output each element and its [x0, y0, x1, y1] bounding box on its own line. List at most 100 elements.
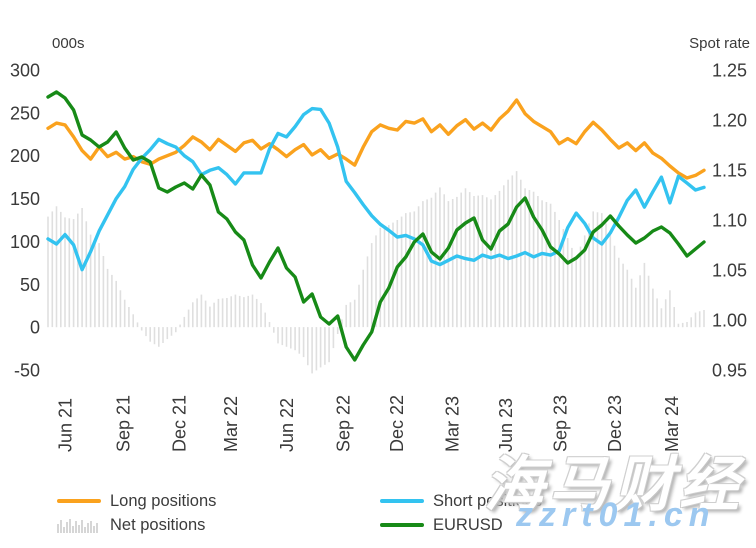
net-bar	[626, 269, 629, 328]
x-axis-tick-label: Dec 22	[387, 395, 407, 452]
short-positions-line-icon	[380, 499, 424, 503]
y-axis-tick-label: 300	[10, 61, 40, 81]
net-bar	[490, 199, 492, 328]
net-bar	[153, 327, 156, 345]
net-bar	[319, 327, 322, 368]
y-axis-tick-label: 50	[20, 275, 40, 295]
legend-item-net-positions: Net positions	[57, 513, 216, 537]
x-axis-tick-label: Sep 23	[551, 395, 571, 452]
net-bar	[532, 191, 535, 328]
eurusd-line-icon	[380, 523, 424, 527]
net-bar	[128, 307, 130, 328]
y-axis-tick-label: 100	[10, 232, 40, 252]
net-bar	[187, 309, 190, 328]
legend-label-net-positions: Net positions	[110, 515, 206, 534]
net-bar	[388, 225, 390, 328]
net-bar	[375, 235, 377, 328]
legend-column-right: Short positions EURUSD	[380, 489, 542, 537]
net-bar	[273, 327, 275, 333]
net-bar	[51, 211, 54, 328]
net-bar	[481, 195, 484, 328]
net-bar	[200, 294, 203, 328]
net-bar	[111, 274, 113, 328]
net-bar	[170, 327, 173, 336]
net-bar	[639, 275, 641, 328]
net-bar	[179, 324, 181, 328]
net-bar	[307, 327, 309, 366]
net-bar	[596, 212, 599, 328]
right-axis-title: Spot rate	[689, 35, 750, 52]
net-bar	[660, 308, 663, 328]
net-bar	[183, 316, 186, 328]
net-bar	[622, 263, 624, 328]
legend: Long positions Net positions Short posit…	[0, 489, 756, 548]
net-bar	[370, 243, 373, 328]
long-positions-line-icon	[57, 499, 101, 503]
x-axis-tick-label: Sep 21	[114, 395, 134, 452]
net-bar	[94, 238, 96, 328]
net-bar	[247, 295, 249, 328]
net-bar	[605, 223, 607, 328]
net-bar	[656, 298, 658, 328]
net-bar	[123, 299, 126, 328]
net-bar	[409, 212, 411, 328]
net-bar	[281, 327, 284, 346]
net-bar	[400, 216, 403, 328]
net-bar	[515, 171, 518, 328]
net-bar	[677, 323, 680, 328]
net-bar	[686, 322, 688, 328]
net-bar	[417, 206, 420, 328]
x-axis-tick-label: Sep 22	[333, 395, 353, 452]
net-bar	[456, 196, 458, 328]
net-bar	[234, 294, 237, 328]
net-bar	[166, 327, 169, 340]
y-axis-tick-label: -50	[14, 361, 40, 381]
net-bar	[528, 190, 531, 328]
net-bar	[264, 312, 266, 328]
line-long-positions	[46, 98, 706, 180]
net-bar	[140, 327, 143, 331]
net-bar	[302, 327, 305, 358]
net-bar	[588, 223, 590, 328]
net-bar	[328, 327, 330, 363]
net-bar	[294, 327, 296, 351]
net-bar	[558, 220, 560, 328]
x-axis-tick-label: Mar 23	[442, 396, 462, 452]
legend-item-long-positions: Long positions	[57, 489, 216, 513]
net-bar	[554, 211, 556, 328]
net-bar	[60, 211, 62, 328]
x-axis-tick-label: Dec 23	[605, 395, 625, 452]
net-bar	[451, 199, 454, 328]
y2-axis-tick-label: 1.15	[712, 161, 747, 181]
net-bar	[345, 304, 347, 328]
net-bar	[694, 312, 697, 328]
net-bar	[583, 235, 586, 328]
net-bar	[413, 211, 416, 328]
net-bar	[434, 192, 437, 328]
net-bar	[341, 319, 343, 328]
y-axis-tick-label: 200	[10, 146, 40, 166]
net-bar	[98, 243, 100, 328]
net-bar	[226, 298, 228, 328]
y2-axis-tick-label: 1.25	[712, 61, 747, 81]
net-bar	[601, 213, 603, 328]
net-bar	[162, 327, 164, 343]
net-bar	[477, 195, 479, 328]
net-bar	[405, 213, 407, 328]
y2-axis-tick-label: 1.10	[712, 211, 747, 231]
net-bar	[290, 327, 292, 349]
net-bar	[298, 327, 301, 354]
net-bar	[494, 195, 497, 328]
left-axis-title: 000s	[52, 35, 85, 52]
net-bar	[673, 307, 675, 328]
legend-label-short-positions: Short positions	[433, 491, 543, 510]
net-bar	[426, 199, 428, 328]
legend-column-left: Long positions Net positions	[57, 489, 216, 537]
net-bar	[268, 322, 271, 328]
net-bar	[55, 206, 58, 328]
net-bar	[396, 220, 399, 328]
y2-axis-tick-label: 1.00	[712, 311, 747, 331]
y-axis-tick-label: 150	[10, 189, 40, 209]
net-bar	[562, 229, 565, 328]
